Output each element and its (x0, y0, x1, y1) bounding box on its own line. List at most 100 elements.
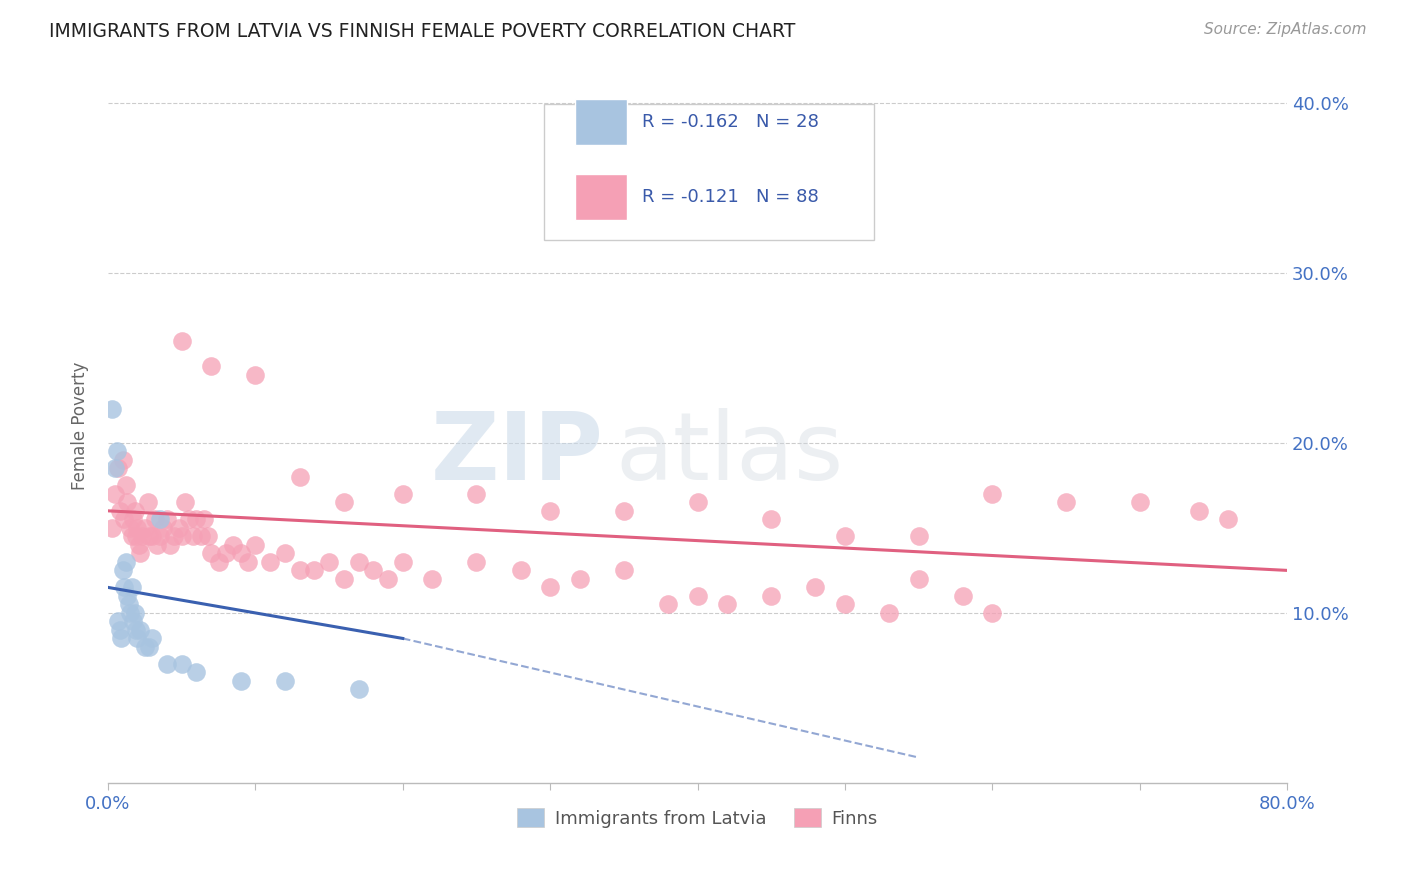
Point (229, 546, 252, 560)
Point (125, 529, 148, 543)
Point (170, 334, 193, 348)
Point (127, 632, 149, 646)
Point (114, 478, 136, 492)
Point (101, 401, 124, 416)
Point (907, 529, 929, 543)
Point (761, 589, 783, 603)
Point (377, 572, 399, 586)
Point (138, 640, 160, 654)
Point (104, 461, 127, 475)
Point (538, 504, 561, 518)
Point (163, 529, 186, 543)
Point (686, 495, 709, 509)
Point (981, 487, 1004, 501)
Point (127, 521, 149, 535)
Point (145, 538, 167, 552)
Point (129, 546, 152, 560)
Point (107, 461, 129, 475)
Point (804, 581, 827, 595)
Point (129, 623, 152, 637)
Point (465, 487, 488, 501)
Point (1188, 504, 1211, 518)
Point (105, 444, 128, 458)
Text: R = -0.162   N = 28: R = -0.162 N = 28 (643, 113, 818, 131)
Point (834, 598, 856, 612)
Point (186, 665, 208, 680)
Point (156, 657, 179, 671)
Point (1054, 495, 1077, 509)
Point (333, 572, 356, 586)
Point (148, 512, 170, 526)
Point (141, 529, 163, 543)
Point (391, 487, 413, 501)
Point (131, 529, 153, 543)
Point (124, 504, 146, 518)
Point (568, 572, 591, 586)
Point (333, 495, 356, 509)
Point (156, 512, 179, 526)
Point (183, 529, 205, 543)
Point (121, 581, 143, 595)
Point (138, 529, 160, 543)
Point (112, 512, 135, 526)
Point (148, 529, 170, 543)
Point (907, 572, 929, 586)
Point (686, 589, 709, 603)
Point (288, 563, 311, 577)
Point (259, 555, 281, 569)
Point (361, 563, 384, 577)
Y-axis label: Female Poverty: Female Poverty (72, 361, 89, 490)
Point (613, 504, 636, 518)
Point (952, 589, 974, 603)
Point (115, 589, 138, 603)
Point (1216, 512, 1239, 526)
Text: Source: ZipAtlas.com: Source: ZipAtlas.com (1204, 22, 1367, 37)
Point (170, 529, 193, 543)
Point (274, 673, 297, 688)
Point (877, 606, 900, 620)
Point (101, 521, 124, 535)
Point (177, 512, 200, 526)
Point (134, 640, 156, 654)
Text: atlas: atlas (614, 409, 844, 500)
Point (120, 606, 142, 620)
Point (420, 572, 443, 586)
Point (1129, 495, 1152, 509)
Point (304, 563, 326, 577)
Point (143, 512, 166, 526)
Point (215, 546, 238, 560)
FancyBboxPatch shape (575, 174, 627, 220)
Point (114, 555, 136, 569)
Point (173, 495, 195, 509)
FancyBboxPatch shape (544, 104, 875, 240)
Point (318, 555, 340, 569)
Point (391, 555, 413, 569)
Point (347, 682, 370, 697)
Point (229, 673, 252, 688)
Point (657, 598, 679, 612)
Point (197, 529, 219, 543)
Point (108, 504, 131, 518)
Text: ZIP: ZIP (430, 409, 603, 500)
Point (288, 470, 311, 484)
Point (716, 598, 738, 612)
Point (190, 529, 212, 543)
Point (200, 359, 222, 374)
Point (111, 563, 134, 577)
Point (834, 529, 856, 543)
Point (134, 521, 156, 535)
Point (111, 452, 134, 467)
Point (120, 521, 142, 535)
Point (125, 623, 148, 637)
Text: R = -0.121   N = 88: R = -0.121 N = 88 (643, 188, 818, 206)
Point (613, 563, 636, 577)
Point (141, 632, 163, 646)
Point (112, 581, 135, 595)
Point (108, 623, 131, 637)
Point (465, 555, 488, 569)
Text: IMMIGRANTS FROM LATVIA VS FINNISH FEMALE POVERTY CORRELATION CHART: IMMIGRANTS FROM LATVIA VS FINNISH FEMALE… (49, 22, 796, 41)
FancyBboxPatch shape (575, 99, 627, 145)
Point (538, 581, 561, 595)
Point (200, 546, 222, 560)
Point (128, 538, 150, 552)
